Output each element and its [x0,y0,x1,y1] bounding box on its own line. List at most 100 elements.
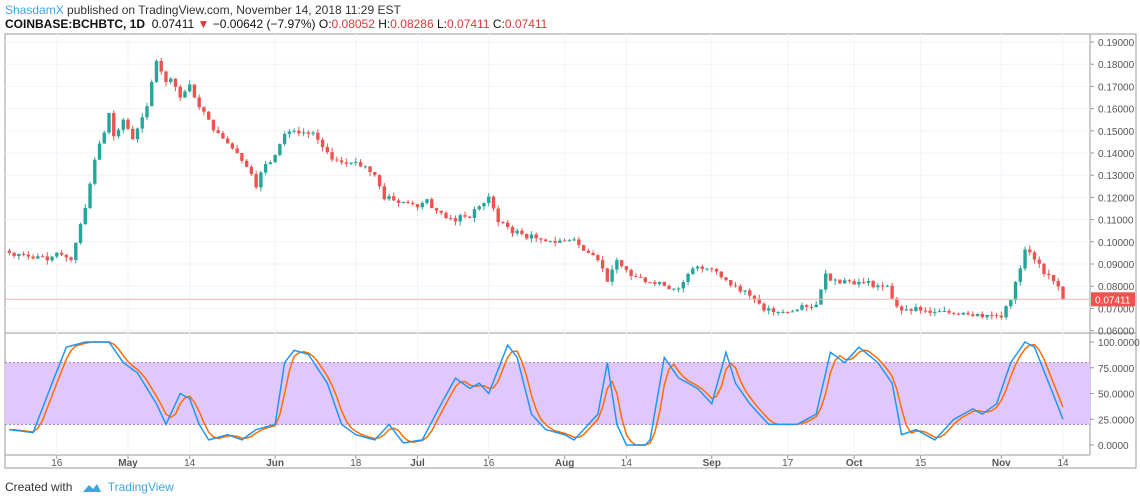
candle [771,308,776,313]
down-arrow-icon: ▼ [197,17,210,31]
candle [415,204,420,208]
candle [904,309,909,311]
candle [1023,249,1027,269]
candle [97,143,102,160]
candle [605,268,610,282]
price-tick-label: 0.16000 [1098,105,1135,116]
candle [297,130,301,134]
candle [638,276,643,278]
candle [64,254,68,258]
stoch-d-line [9,341,1064,446]
candle [140,117,144,129]
candle [909,309,913,311]
candle [192,84,197,98]
candle [956,313,961,315]
candle [899,306,904,311]
candle [1051,275,1056,282]
candle [695,266,700,269]
time-tick-label: 17 [782,458,794,469]
tradingview-link[interactable]: TradingView [107,480,174,494]
change: −0.00642 (−7.97%) [212,17,316,31]
candle [69,257,73,260]
publish-text: published on TradingView.com, November 1… [67,3,401,17]
candle [918,306,923,311]
candle [458,215,462,222]
candle [842,280,847,284]
candle [724,277,728,281]
candle [325,147,330,153]
time-tick-label: 14 [1057,458,1069,469]
candle [501,222,505,224]
candle [643,277,648,283]
candle [496,208,500,223]
candle [1047,273,1051,276]
candle [434,208,439,211]
candle [249,166,254,175]
candle [411,202,415,205]
candle [895,298,899,307]
candle [885,285,890,287]
candle [534,234,538,239]
candle [629,269,633,276]
time-tick-label: Jul [410,458,425,469]
candle [558,240,562,243]
candle [1004,306,1008,318]
candle [657,281,662,285]
candle [159,60,163,72]
candle [814,304,818,308]
candle [838,279,842,284]
candle [50,256,54,261]
candle [705,268,709,270]
candle [131,128,135,140]
candle [282,133,287,145]
candle [767,308,771,311]
price-tick-label: 0.08000 [1098,282,1135,293]
candle [169,78,173,82]
candle [1042,263,1046,274]
time-tick-label: 14 [621,458,633,469]
candle [178,86,182,98]
candle [928,310,932,313]
candle [36,256,40,259]
time-tick-label: Sep [703,458,721,469]
candle [74,242,78,260]
candle [994,315,999,317]
candle [729,280,733,286]
candle [890,285,894,299]
high-label: H: [378,17,391,31]
price-tick-label: 0.19000 [1098,38,1135,49]
candle [866,280,871,283]
candle [335,159,339,161]
open-label: O: [318,17,332,31]
candle [947,310,951,313]
author-link[interactable]: ShasdamX [5,3,64,17]
candle [952,312,956,314]
candle [273,154,277,163]
candle [401,201,405,203]
candle [406,201,410,203]
candle [591,252,595,256]
time-tick-label: May [118,458,138,469]
candle [387,196,391,200]
candle [710,268,714,270]
candle [733,285,738,287]
candle [301,132,306,134]
low-value: 0.07411 [447,17,490,31]
candle [828,273,833,281]
candle [961,312,966,315]
candle [363,166,368,168]
candle [306,132,311,134]
candle [392,196,396,201]
candle [254,174,258,188]
candle [823,273,828,290]
candle [776,311,780,313]
candle [809,306,814,308]
candle [145,106,149,118]
candle [1032,252,1037,260]
open-value: 0.08052 [331,17,375,31]
price-tick-label: 0.09000 [1098,260,1135,271]
time-tick-label: 15 [915,458,927,469]
stoch-tick-label: 25.0000 [1098,415,1135,426]
high-value: 0.08286 [390,17,434,31]
